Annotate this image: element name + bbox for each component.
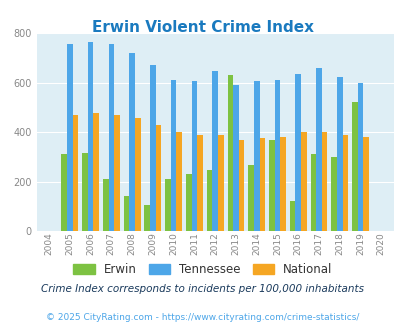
- Bar: [176, 132, 181, 231]
- Bar: [124, 196, 129, 231]
- Bar: [67, 44, 72, 231]
- Text: © 2025 CityRating.com - https://www.cityrating.com/crime-statistics/: © 2025 CityRating.com - https://www.city…: [46, 313, 359, 322]
- Bar: [217, 135, 223, 231]
- Bar: [102, 179, 108, 231]
- Bar: [321, 132, 327, 231]
- Bar: [61, 154, 67, 231]
- Bar: [301, 132, 306, 231]
- Bar: [330, 157, 336, 231]
- Bar: [82, 153, 87, 231]
- Bar: [144, 205, 150, 231]
- Bar: [259, 138, 264, 231]
- Bar: [295, 74, 301, 231]
- Bar: [155, 125, 161, 231]
- Bar: [134, 118, 140, 231]
- Bar: [227, 75, 232, 231]
- Bar: [206, 170, 212, 231]
- Bar: [336, 77, 342, 231]
- Bar: [274, 80, 279, 231]
- Bar: [342, 135, 347, 231]
- Bar: [129, 53, 134, 231]
- Bar: [212, 71, 217, 231]
- Bar: [72, 115, 78, 231]
- Bar: [310, 154, 315, 231]
- Bar: [362, 137, 368, 231]
- Text: Erwin Violent Crime Index: Erwin Violent Crime Index: [92, 20, 313, 35]
- Bar: [351, 102, 357, 231]
- Bar: [150, 65, 155, 231]
- Bar: [279, 137, 285, 231]
- Bar: [248, 165, 253, 231]
- Bar: [232, 85, 238, 231]
- Bar: [357, 82, 362, 231]
- Bar: [165, 179, 171, 231]
- Bar: [315, 68, 321, 231]
- Bar: [93, 113, 99, 231]
- Legend: Erwin, Tennessee, National: Erwin, Tennessee, National: [68, 258, 337, 281]
- Bar: [191, 81, 197, 231]
- Bar: [238, 140, 244, 231]
- Bar: [289, 201, 295, 231]
- Bar: [171, 80, 176, 231]
- Text: Crime Index corresponds to incidents per 100,000 inhabitants: Crime Index corresponds to incidents per…: [41, 284, 364, 294]
- Bar: [185, 174, 191, 231]
- Bar: [87, 42, 93, 231]
- Bar: [197, 135, 202, 231]
- Bar: [269, 140, 274, 231]
- Bar: [114, 115, 119, 231]
- Bar: [253, 81, 259, 231]
- Bar: [108, 44, 114, 231]
